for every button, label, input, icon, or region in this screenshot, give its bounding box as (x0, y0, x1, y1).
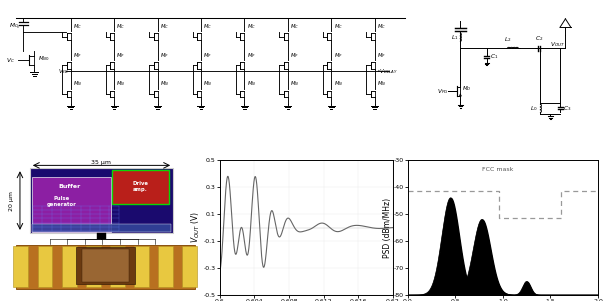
Text: $M_N$: $M_N$ (204, 79, 213, 88)
Text: $M_C$: $M_C$ (246, 22, 256, 31)
Text: $C_3$: $C_3$ (564, 104, 572, 113)
Bar (16, 245, 195, 289)
Text: $M_P$: $M_P$ (290, 51, 299, 60)
Y-axis label: PSD (dBm/MHz): PSD (dBm/MHz) (383, 197, 392, 258)
Bar (182, 246, 198, 287)
Text: $L_1$: $L_1$ (451, 33, 458, 42)
Bar (30, 168, 173, 233)
Text: $M_C$: $M_C$ (117, 22, 126, 31)
Text: 20 μm: 20 μm (8, 191, 13, 211)
Text: $M_P$: $M_P$ (333, 51, 342, 60)
Bar (32, 177, 111, 232)
Text: FCC mask: FCC mask (482, 167, 513, 172)
Bar (86, 246, 101, 287)
Bar (158, 246, 173, 287)
Bar (32, 224, 171, 232)
Text: $M_C$: $M_C$ (73, 22, 82, 31)
Text: $M_N$: $M_N$ (160, 79, 169, 88)
Text: $M_N$: $M_N$ (333, 79, 343, 88)
Text: 35 μm: 35 μm (91, 160, 112, 165)
Text: Buffer: Buffer (59, 184, 81, 189)
Text: $M_C$: $M_C$ (204, 22, 213, 31)
Text: Drive
amp.: Drive amp. (132, 181, 148, 192)
Bar (37, 246, 53, 287)
Text: $M_{C_0}$: $M_{C_0}$ (8, 22, 21, 31)
Text: $M_C$: $M_C$ (377, 22, 386, 31)
Text: $C_2$: $C_2$ (535, 34, 544, 43)
Text: $M_N$: $M_N$ (73, 79, 82, 88)
Bar (110, 246, 125, 287)
Text: Pulse
generator: Pulse generator (47, 197, 76, 207)
Text: $C_1$: $C_1$ (490, 52, 498, 61)
Text: $L_2$: $L_2$ (504, 35, 512, 44)
Text: $M_D$: $M_D$ (463, 84, 472, 93)
Text: $M_C$: $M_C$ (290, 22, 299, 31)
Bar (82, 249, 129, 282)
Text: $M_P$: $M_P$ (377, 51, 386, 60)
Text: $M_P$: $M_P$ (73, 51, 82, 60)
Text: $M_P$: $M_P$ (160, 51, 169, 60)
Text: $M_N$: $M_N$ (246, 79, 256, 88)
Text: $V_C$: $V_C$ (7, 56, 15, 65)
Bar (97, 233, 106, 239)
Bar (134, 246, 149, 287)
Bar (62, 246, 77, 287)
Text: $M_P$: $M_P$ (246, 51, 255, 60)
Text: $V_{PG}$: $V_{PG}$ (437, 87, 448, 96)
Text: $M_C$: $M_C$ (160, 22, 169, 31)
Text: $V_{OUT}$: $V_{OUT}$ (550, 40, 565, 49)
Y-axis label: $V_{OUT}$ (V): $V_{OUT}$ (V) (190, 212, 202, 244)
Text: $M_N$: $M_N$ (117, 79, 126, 88)
Text: $M_N$: $M_N$ (290, 79, 300, 88)
Text: $M_{N0}$: $M_{N0}$ (38, 54, 50, 64)
Bar (13, 246, 28, 287)
Text: $L_0$: $L_0$ (530, 104, 538, 113)
Text: $V_{BB}$: $V_{BB}$ (57, 67, 68, 76)
Bar (76, 247, 135, 284)
Text: $M_P$: $M_P$ (117, 51, 125, 60)
Text: $\circ V_{DELAY}$: $\circ V_{DELAY}$ (376, 67, 398, 76)
Text: $M_C$: $M_C$ (333, 22, 342, 31)
Bar (112, 170, 169, 204)
Text: $M_N$: $M_N$ (377, 79, 386, 88)
Text: $M_P$: $M_P$ (204, 51, 212, 60)
